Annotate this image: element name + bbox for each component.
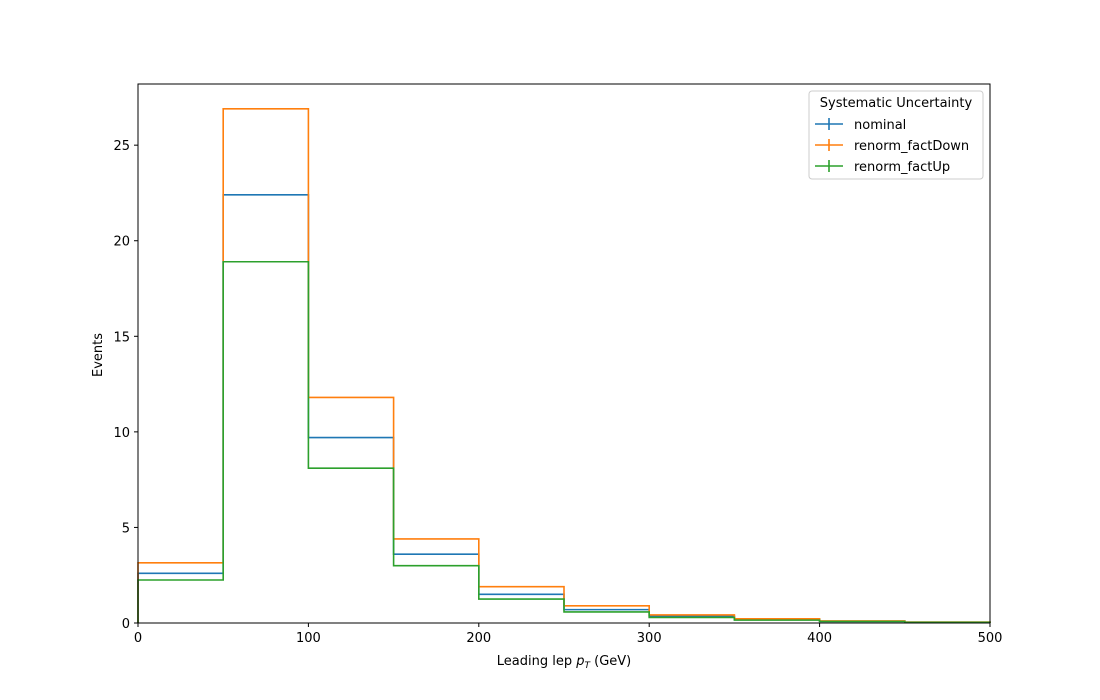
x-tick-label: 200 bbox=[466, 631, 491, 646]
series-1-step-line bbox=[137, 108, 991, 623]
y-tick-label: 25 bbox=[113, 139, 130, 154]
plot-frame bbox=[137, 83, 991, 624]
y-axis-label: Events bbox=[91, 333, 106, 377]
x-tick-label: 0 bbox=[134, 631, 142, 646]
legend: Systematic Uncertainty nominal renorm_fac… bbox=[808, 90, 984, 180]
x-axis-label-sub: T bbox=[584, 661, 591, 671]
x-tick-label: 300 bbox=[637, 631, 662, 646]
legend-entry-1: renorm_factDown bbox=[815, 139, 969, 154]
legend-entries: nominal renorm_factDown renorm_factUp bbox=[815, 118, 969, 175]
legend-entry-2: renorm_factUp bbox=[815, 160, 950, 175]
series-2-step-line bbox=[137, 260, 991, 624]
x-axis-label: Leading lep pT (GeV) bbox=[497, 654, 631, 671]
y-axis: 0 5 10 15 20 25 bbox=[113, 139, 138, 632]
y-tick-label: 20 bbox=[113, 235, 130, 250]
legend-label: nominal bbox=[854, 118, 906, 133]
x-axis: 0 100 200 300 400 500 bbox=[134, 623, 1003, 646]
series-0-step-line bbox=[137, 194, 991, 624]
y-tick-label: 0 bbox=[122, 617, 130, 632]
legend-label: renorm_factUp bbox=[854, 160, 950, 175]
y-tick-label: 5 bbox=[122, 521, 130, 536]
legend-box bbox=[808, 90, 984, 180]
x-tick-label: 500 bbox=[978, 631, 1003, 646]
x-axis-label-prefix: Leading lep bbox=[497, 654, 576, 669]
x-tick-label: 400 bbox=[807, 631, 832, 646]
legend-title: Systematic Uncertainty bbox=[820, 96, 973, 111]
legend-label: renorm_factDown bbox=[854, 139, 969, 154]
series-layer bbox=[137, 108, 991, 624]
x-axis-label-var: p bbox=[575, 654, 584, 669]
y-tick-label: 15 bbox=[113, 330, 130, 345]
legend-entry-0: nominal bbox=[815, 118, 906, 133]
x-tick-label: 100 bbox=[296, 631, 321, 646]
x-axis-label-suffix: (GeV) bbox=[590, 654, 631, 669]
y-tick-label: 10 bbox=[113, 426, 130, 441]
